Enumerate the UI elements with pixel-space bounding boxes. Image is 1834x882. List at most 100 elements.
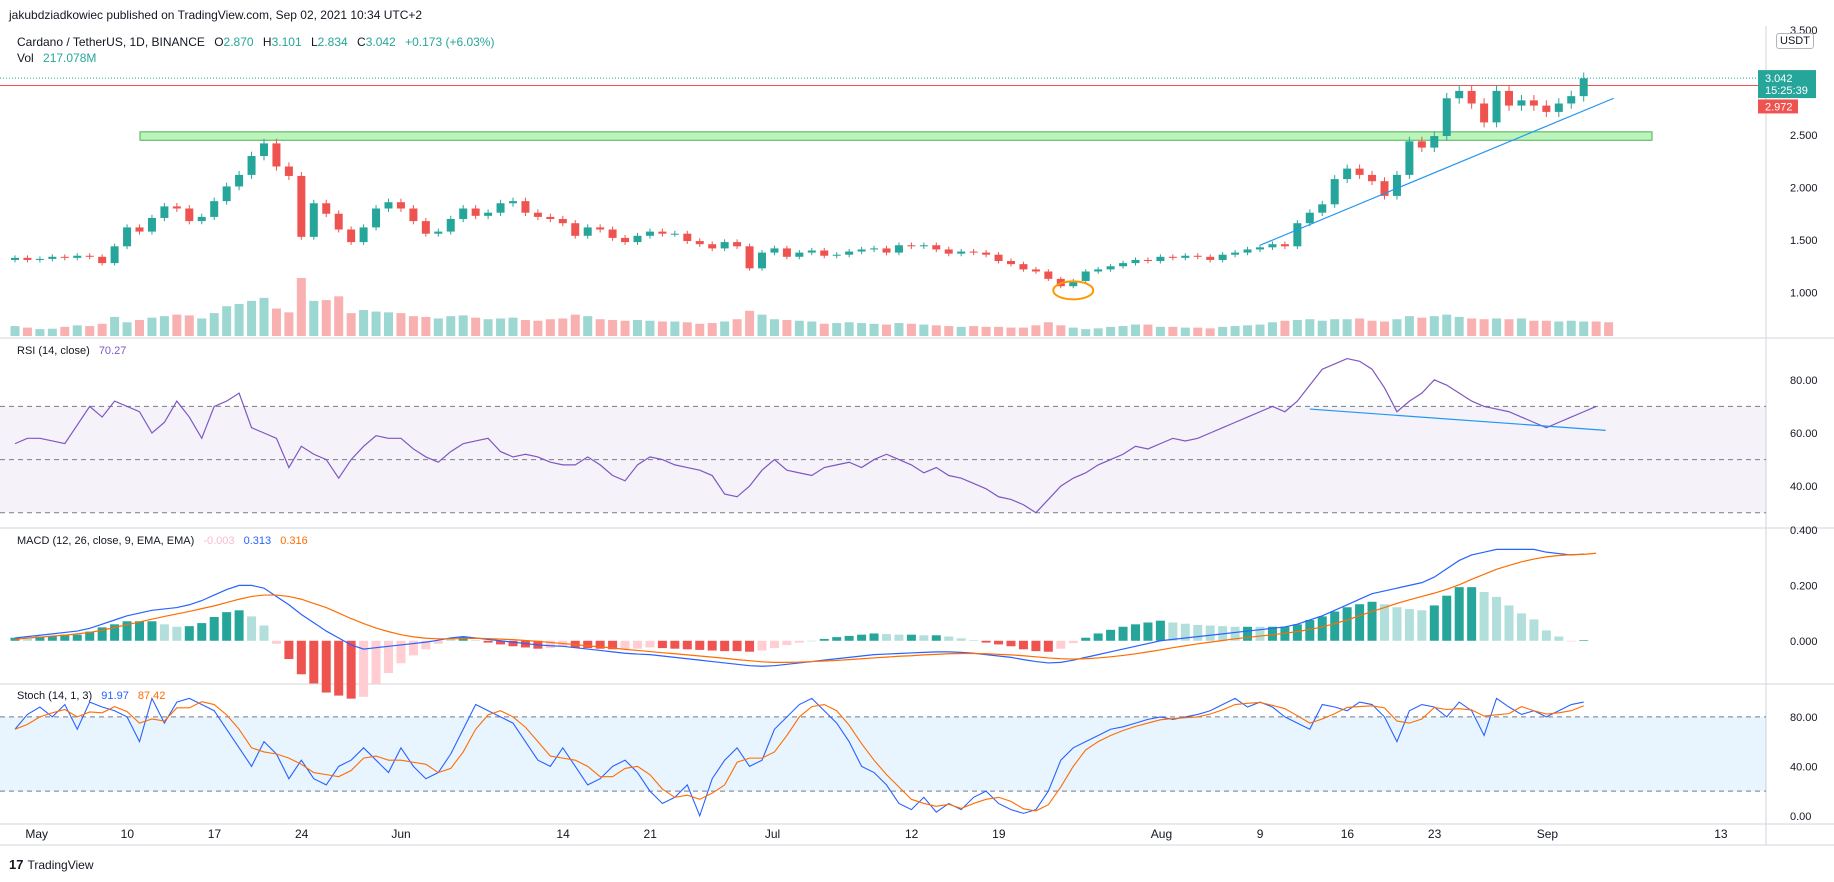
macd-histogram-bar [1143, 622, 1153, 641]
stoch-tick-label-0: 0.00 [1790, 811, 1811, 823]
candle-body [235, 174, 244, 187]
candle-body [870, 248, 879, 250]
last-price-tag [1758, 70, 1816, 99]
macd-histogram-bar [122, 621, 132, 641]
price-tick-label-2: 2.000 [1790, 183, 1818, 195]
candle-body [1007, 261, 1015, 265]
macd-histogram-bar [1093, 633, 1103, 641]
time-tick-label-6: 21 [644, 827, 658, 841]
support-zone-rectangle [139, 131, 1653, 141]
volume-bar [1068, 327, 1078, 336]
time-tick-label-15: 13 [1714, 827, 1728, 841]
candle-body [695, 241, 704, 245]
volume-bar [384, 312, 393, 336]
time-tick-label-5: 14 [556, 827, 570, 841]
candle-body [359, 227, 368, 243]
candle-body [894, 245, 903, 253]
candle-body [571, 223, 580, 236]
brand-name[interactable]: TradingView [27, 857, 94, 872]
macd-histogram-bar [1404, 609, 1414, 641]
macd-histogram-bar [1442, 595, 1452, 641]
volume-bar [334, 296, 344, 336]
candle-body [919, 245, 928, 247]
macd-histogram-bar [844, 635, 854, 641]
candle-body [384, 202, 393, 209]
candle-body [1442, 98, 1451, 137]
volume-bar [471, 317, 481, 336]
candle-body [1368, 174, 1377, 182]
candle-body [48, 256, 57, 259]
symbol-name[interactable]: Cardano / TetherUS, 1D, BINANCE [17, 35, 205, 49]
macd-histogram-bar [421, 640, 431, 650]
rsi-divergence-line [1309, 408, 1606, 431]
candle-body [1380, 181, 1389, 196]
candle-body [1529, 100, 1538, 106]
macd-histogram-bar [209, 617, 219, 641]
macd-histogram-bar [1267, 626, 1277, 641]
macd-histogram-bar [1529, 619, 1539, 641]
volume-bar [197, 318, 207, 336]
candle-body [1069, 280, 1078, 287]
volume-bar [1280, 320, 1290, 336]
candle-body [1106, 266, 1115, 270]
candle-body [608, 229, 617, 238]
low-label: L [310, 35, 318, 49]
volume-bar [869, 323, 879, 336]
volume-bar [819, 323, 829, 336]
volume-bar [172, 314, 182, 336]
volume-bar [1093, 328, 1103, 336]
high-label: H [262, 35, 272, 49]
macd-histogram-bar [1454, 587, 1464, 641]
candle-body [1405, 141, 1414, 175]
macd-histogram-bar [956, 638, 966, 641]
candle-body [260, 143, 268, 156]
candle-body [1256, 247, 1264, 250]
candle-body [210, 201, 219, 217]
macd-histogram-bar [807, 640, 817, 642]
macd-histogram-bar [1031, 640, 1041, 652]
price-tick-label-0: 1.000 [1790, 288, 1818, 300]
macd-histogram-bar [1330, 611, 1340, 641]
volume-bar [844, 322, 854, 336]
macd-histogram-bar [384, 640, 393, 674]
volume-bar [1155, 326, 1165, 336]
volume-bar [1018, 327, 1028, 336]
volume-bar [1056, 325, 1066, 336]
macd-hist-value: -0.003 [203, 535, 235, 547]
macd-histogram-bar [1380, 604, 1389, 641]
candle-body [621, 237, 630, 243]
volume-bar [695, 323, 705, 336]
time-tick-label-14: Sep [1537, 827, 1559, 841]
candle-body [509, 201, 517, 204]
macd-histogram-bar [159, 624, 169, 641]
macd-histogram-bar [1255, 626, 1265, 641]
candle-body [1206, 256, 1215, 260]
volume-bar [1118, 326, 1128, 336]
candle-body [1392, 174, 1401, 196]
macd-histogram-bar [1541, 630, 1551, 641]
volume-bar [1429, 316, 1439, 336]
candle-body [1505, 90, 1513, 106]
volume-bar [421, 316, 431, 336]
macd-histogram-bar [857, 634, 867, 641]
macd-histogram-bar [1479, 592, 1489, 641]
volume-bar [882, 324, 891, 336]
time-tick-label-0: May [25, 827, 48, 841]
time-tick-label-10: Aug [1151, 827, 1172, 841]
candle-body [1554, 103, 1563, 112]
candle-body [372, 208, 381, 228]
volume-bar [769, 319, 779, 336]
volume-bar [1218, 326, 1228, 336]
volume-bar [807, 321, 817, 336]
candle-body [944, 249, 953, 254]
candle-body [708, 244, 717, 249]
macd-histogram-bar [645, 640, 655, 648]
macd-signal-line [14, 552, 1597, 663]
currency-unit-button[interactable]: USDT [1776, 33, 1814, 49]
candle-body [733, 242, 742, 247]
volume-bar [545, 319, 555, 336]
macd-histogram-bar [944, 636, 954, 641]
macd-histogram-bar [931, 635, 941, 641]
stoch-d-value: 87.42 [137, 690, 166, 702]
